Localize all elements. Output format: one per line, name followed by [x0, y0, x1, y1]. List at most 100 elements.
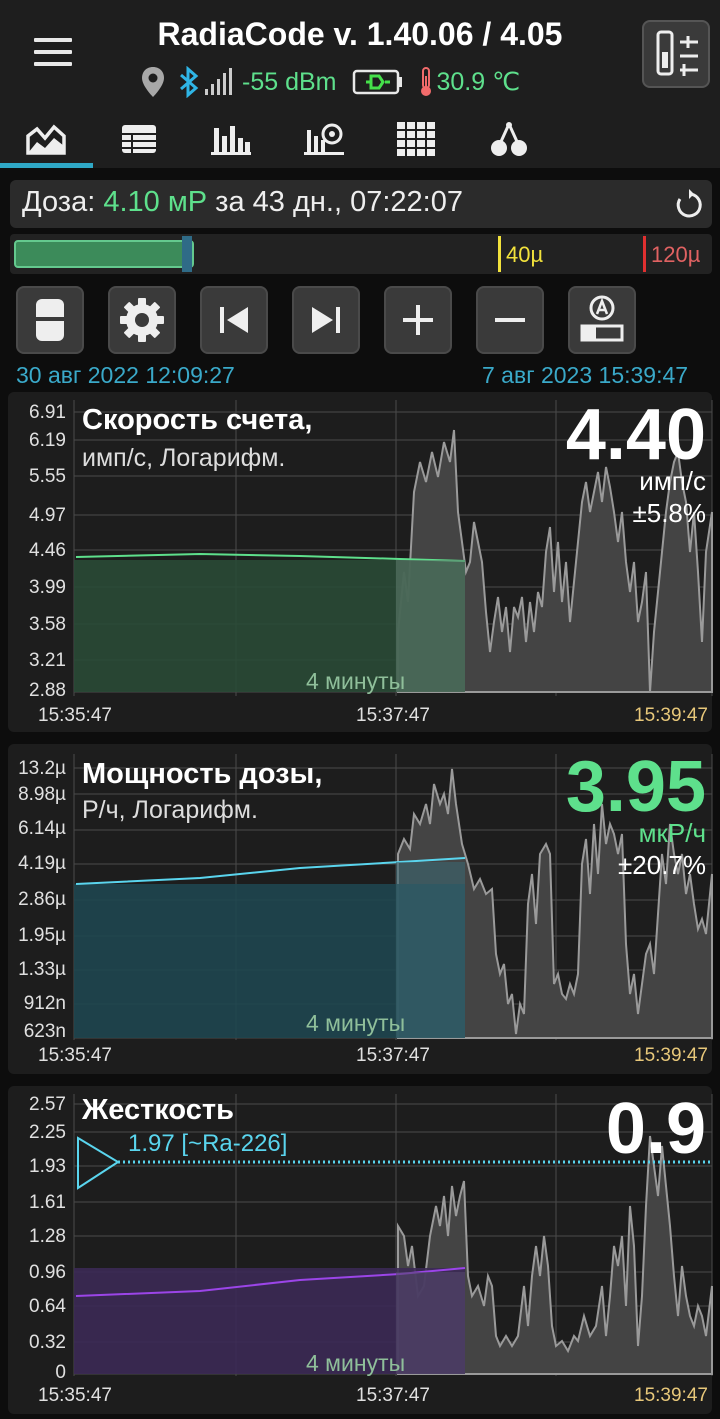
tab-bar — [0, 110, 720, 168]
skip-end-button[interactable] — [292, 286, 360, 354]
value-unit: мкР/ч — [638, 818, 706, 848]
y-tick: 3.99 — [29, 577, 66, 598]
y-tick: 4.97 — [29, 505, 66, 526]
y-tick: 6.14µ — [18, 818, 66, 839]
device-icon — [36, 299, 64, 341]
y-tick: 623n — [23, 1021, 66, 1042]
y-tick: 912n — [23, 993, 66, 1014]
threshold-label-120: 120µ — [651, 242, 701, 267]
panel-title: Мощность дозы, — [82, 758, 323, 790]
y-tick: 1.33µ — [18, 959, 66, 980]
tab-grid[interactable] — [370, 110, 462, 168]
y-tick: 13.2µ — [18, 758, 66, 779]
dose-rate-chart — [73, 754, 713, 1040]
tab-chart[interactable] — [0, 110, 92, 168]
grid-icon — [397, 122, 435, 156]
plus-icon — [403, 305, 433, 335]
y-tick: 2.25 — [29, 1122, 66, 1143]
x-tick: 15:35:47 — [38, 1045, 112, 1066]
y-tick: 0.64 — [29, 1296, 66, 1317]
y-tick: 1.95µ — [18, 925, 66, 946]
x-tick: 15:39:47 — [634, 705, 708, 726]
dose-period: за 43 дн., 07:22:07 — [215, 186, 463, 218]
signal-icon — [205, 68, 232, 95]
value-error: ±20.7% — [618, 850, 706, 880]
y-tick: 2.57 — [29, 1094, 66, 1115]
current-value: 4.40 — [565, 395, 706, 475]
x-tick: 15:37:47 — [356, 1385, 430, 1406]
x-tick: 15:35:47 — [38, 705, 112, 726]
time-window: 4 минуты — [306, 668, 406, 694]
time-window: 4 минуты — [306, 1350, 406, 1376]
spectrum-icon — [304, 123, 344, 155]
table-icon — [122, 125, 156, 153]
x-tick: 15:37:47 — [356, 705, 430, 726]
tab-table[interactable] — [93, 110, 185, 168]
y-tick: 0.96 — [29, 1262, 66, 1283]
skip-start-button[interactable] — [200, 286, 268, 354]
current-value: 3.95 — [565, 747, 706, 827]
y-tick: 4.19µ — [18, 853, 66, 874]
panel-title: Скорость счета, — [82, 404, 313, 436]
minus-icon — [495, 318, 525, 322]
dose-label: Доза: — [22, 186, 96, 218]
auto-scale-icon — [580, 295, 624, 342]
y-tick: 1.28 — [29, 1226, 66, 1247]
reference-line-label: 1.97 [~Ra-226] — [128, 1130, 288, 1157]
date-end: 7 авг 2023 15:39:47 — [482, 362, 689, 388]
hardness-chart — [73, 1094, 713, 1376]
device-button[interactable] — [16, 286, 84, 354]
count-rate-chart — [73, 400, 713, 696]
x-tick: 15:37:47 — [356, 1045, 430, 1066]
tab-histogram[interactable] — [185, 110, 277, 168]
dose-rate-fill — [14, 240, 194, 268]
y-tick: 3.58 — [29, 614, 66, 635]
skip-forward-icon — [312, 307, 340, 333]
y-tick: 3.21 — [29, 650, 66, 671]
time-window: 4 минуты — [306, 1010, 406, 1036]
app-header — [0, 0, 720, 110]
threshold-marker-40 — [498, 236, 501, 272]
dose-rate-cursor — [182, 236, 192, 272]
zoom-out-button[interactable] — [476, 286, 544, 354]
dose-bar — [10, 180, 712, 228]
settings-button[interactable] — [108, 286, 176, 354]
reset-icon[interactable] — [672, 188, 706, 222]
bluetooth-icon — [180, 66, 199, 98]
tab-radiation[interactable] — [463, 110, 555, 168]
battery-charging-icon — [353, 69, 403, 95]
dose-summary: Доза: 4.10 мР за 43 дн., 07:22:07 — [22, 186, 463, 219]
tab-spectrum[interactable] — [278, 110, 370, 168]
y-tick: 6.91 — [29, 402, 66, 423]
thermometer-icon — [421, 67, 432, 96]
threshold-label-40: 40µ — [506, 242, 544, 267]
y-tick: 4.46 — [29, 540, 66, 561]
location-icon — [142, 67, 164, 97]
y-tick: 2.88 — [29, 680, 66, 701]
x-tick: 15:39:47 — [634, 1045, 708, 1066]
y-tick: 6.19 — [29, 430, 66, 451]
panel-title: Жесткость — [82, 1094, 234, 1126]
status-row: -55 dBm 30.9 ℃ — [140, 64, 520, 100]
auto-scale-button[interactable] — [568, 286, 636, 354]
radiation-icon — [491, 122, 527, 156]
signal-strength: -55 dBm — [242, 67, 337, 96]
sliders-icon — [656, 30, 698, 76]
y-tick: 1.61 — [29, 1192, 66, 1213]
panel-subtitle: имп/с, Логарифм. — [82, 444, 286, 472]
value-unit: имп/с — [639, 466, 706, 496]
y-tick: 5.55 — [29, 466, 66, 487]
y-tick: 1.93 — [29, 1156, 66, 1177]
y-tick: 8.98µ — [18, 784, 66, 805]
date-start: 30 авг 2022 12:09:27 — [16, 362, 235, 388]
y-tick: 0.32 — [29, 1332, 66, 1353]
menu-icon[interactable] — [34, 38, 72, 66]
temperature: 30.9 ℃ — [436, 68, 521, 96]
settings-sliders-button[interactable] — [642, 20, 710, 88]
x-tick: 15:39:47 — [634, 1385, 708, 1406]
area-chart-icon — [26, 124, 66, 155]
bar-chart-icon — [211, 126, 251, 155]
current-value: 0.9 — [605, 1089, 706, 1169]
zoom-in-button[interactable] — [384, 286, 452, 354]
tab-indicator — [0, 163, 93, 168]
